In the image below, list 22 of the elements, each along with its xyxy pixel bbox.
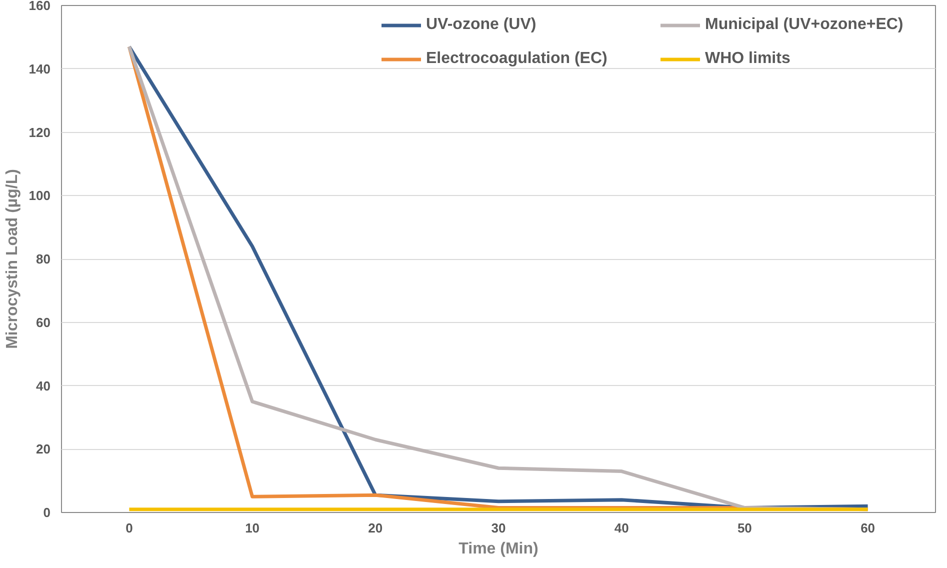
- y-tick-label: 120: [28, 124, 51, 140]
- y-axis-title: Microcystin Load (µg/L): [4, 169, 21, 349]
- x-axis-title: Time (Min): [458, 540, 538, 558]
- legend-label: Municipal (UV+ozone+EC): [705, 16, 904, 34]
- x-tick-label: 40: [614, 520, 629, 536]
- x-tick-label: 20: [368, 520, 383, 536]
- x-tick-label: 60: [860, 520, 876, 536]
- y-tick-label: 160: [28, 0, 51, 13]
- y-tick-label: 140: [28, 61, 51, 76]
- y-tick-label: 0: [43, 505, 51, 520]
- legend-label: Electrocoagulation (EC): [426, 50, 608, 68]
- x-tick-label: 30: [491, 520, 506, 536]
- x-tick-label: 10: [245, 520, 260, 536]
- y-tick-label: 100: [28, 188, 51, 204]
- legend-label: UV-ozone (UV): [426, 16, 538, 34]
- legend-label: WHO limits: [705, 50, 792, 68]
- y-tick-label: 40: [36, 378, 51, 394]
- y-tick-label: 80: [36, 252, 51, 266]
- x-tick-label: 50: [737, 520, 752, 536]
- y-tick-label: 60: [36, 314, 51, 330]
- x-tick-label: 0: [126, 520, 133, 536]
- y-tick-label: 20: [36, 442, 51, 457]
